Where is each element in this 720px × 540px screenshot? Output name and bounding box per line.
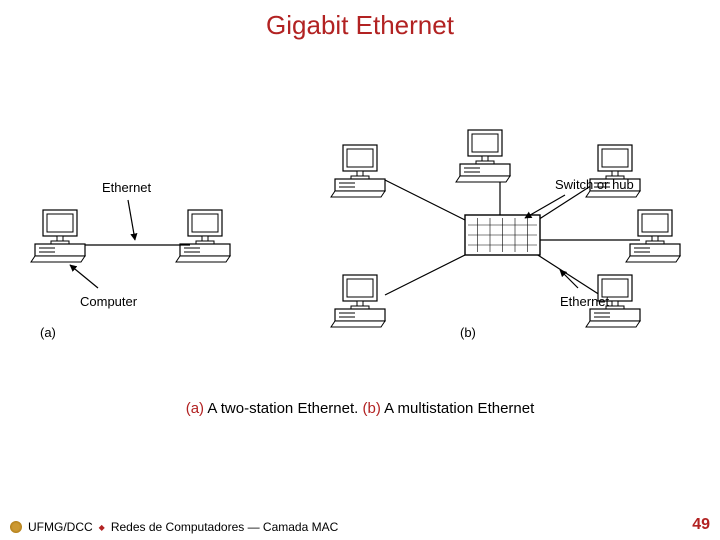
page-title: Gigabit Ethernet (0, 0, 720, 41)
label-ethernet-a: Ethernet (102, 180, 151, 195)
label-computer: Computer (80, 294, 137, 309)
caption-a-text: A two-station Ethernet. (204, 400, 362, 417)
caption: (a) A two-station Ethernet. (b) A multis… (0, 400, 720, 417)
label-a: (a) (40, 325, 56, 340)
label-ethernet-b: Ethernet (560, 294, 609, 309)
label-b: (b) (460, 325, 476, 340)
page-number: 49 (692, 516, 710, 534)
footer-text: Redes de Computadores — Camada MAC (111, 520, 338, 534)
footer-org: UFMG/DCC (28, 520, 93, 534)
footer-logo-icon (10, 521, 22, 533)
label-switch-or-hub: Switch or hub (555, 177, 634, 192)
footer-bullet-icon: ◆ (99, 523, 105, 532)
network-diagram (0, 90, 720, 370)
footer-left: UFMG/DCC ◆ Redes de Computadores — Camad… (10, 520, 338, 534)
caption-b-marker: (b) (363, 400, 381, 417)
caption-a-marker: (a) (186, 400, 204, 417)
caption-b-text: A multistation Ethernet (381, 400, 534, 417)
